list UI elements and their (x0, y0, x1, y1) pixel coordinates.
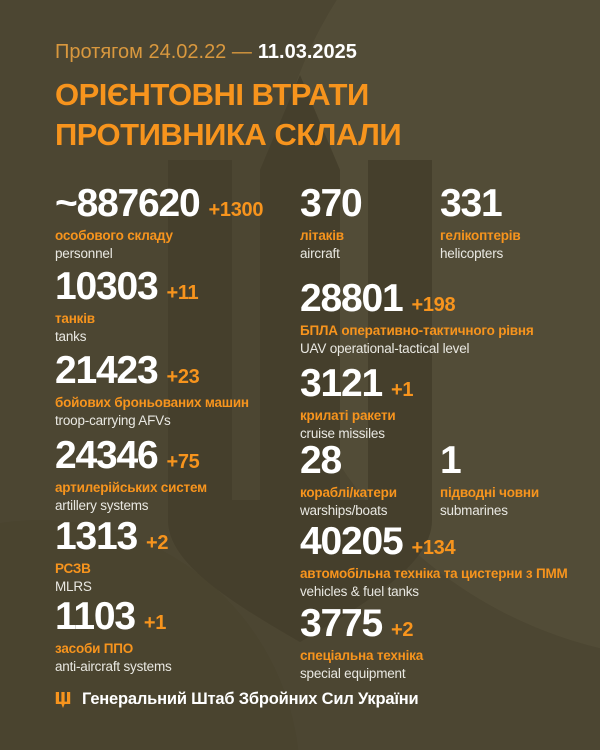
stat-label-en: anti-aircraft systems (55, 659, 172, 674)
stat-delta: +11 (166, 282, 199, 304)
stat-label-en: submarines (440, 503, 508, 518)
stat-value: 40205 (300, 520, 404, 563)
stat-value: 24346 (55, 434, 159, 477)
stat-value: 331 (440, 182, 503, 225)
stat-label-uk: артилерійських систем (55, 480, 207, 495)
stat-label-en: aircraft (300, 246, 340, 261)
stat-label-uk: гелікоптерів (440, 228, 521, 243)
stat-delta: +1 (143, 612, 167, 634)
stat-warships: 28 кораблі/катери warships/boats (300, 440, 435, 520)
trident-icon (55, 691, 71, 708)
stat-label-en: MLRS (55, 579, 92, 594)
stat-vehicles: 40205 +134 автомобільна техніка та цистер… (300, 521, 595, 601)
stat-value: ~887620 (55, 182, 201, 225)
dark-arc-shape (0, 520, 299, 750)
stat-label-uk: танків (55, 311, 95, 326)
stat-label-en: cruise missiles (300, 426, 385, 441)
stat-label-uk: особового складу (55, 228, 173, 243)
stat-delta: +1300 (208, 199, 264, 221)
stat-label-en: UAV operational-tactical level (300, 341, 470, 356)
stat-helicopters: 331 гелікоптерів helicopters (440, 183, 590, 263)
stat-value: 1103 (55, 595, 136, 638)
trident-watermark-icon (168, 75, 432, 642)
stat-label-uk: автомобільна техніка та цистерни з ПММ (300, 566, 568, 581)
stat-label-uk: крилаті ракети (300, 408, 396, 423)
stat-value: 3775 (300, 602, 383, 645)
stat-label-en: artillery systems (55, 498, 149, 513)
stat-value: 28 (300, 439, 342, 482)
stat-uav: 28801 +198 БПЛА оперативно-тактичного рів… (300, 278, 595, 358)
footer: Генеральний Штаб Збройних Сил України (55, 690, 419, 709)
stat-delta: +134 (411, 537, 456, 559)
stat-value: 28801 (300, 277, 404, 320)
period-date: 11.03.2025 (257, 41, 357, 63)
stat-personnel: ~887620 +1300 особового складу personnel (55, 183, 295, 263)
stat-label-en: warships/boats (300, 503, 388, 518)
stat-value: 3121 (300, 362, 383, 405)
stat-label-en: vehicles & fuel tanks (300, 584, 419, 599)
light-arc-shape (270, 0, 600, 649)
page-title: ОРІЄНТОВНІ ВТРАТИ ПРОТИВНИКА СКЛАЛИ (55, 75, 402, 155)
stat-value: 1 (440, 439, 462, 482)
stat-label-uk: кораблі/катери (300, 485, 397, 500)
stat-value: 10303 (55, 265, 159, 308)
stat-anti-aircraft: 1103 +1 засоби ППО anti-aircraft systems (55, 596, 295, 676)
stat-label-uk: літаків (300, 228, 344, 243)
stat-label-en: troop-carrying AFVs (55, 413, 171, 428)
stat-delta: +2 (390, 619, 414, 641)
stat-label-uk: засоби ППО (55, 641, 134, 656)
period-prefix: Протягом 24.02.22 — (55, 41, 252, 63)
stat-label-en: special equipment (300, 666, 406, 681)
stat-label-uk: РСЗВ (55, 561, 91, 576)
stat-mlrs: 1313 +2 РСЗВ MLRS (55, 516, 295, 596)
stat-label-en: tanks (55, 329, 87, 344)
stat-cruise-missiles: 3121 +1 крилаті ракети cruise missiles (300, 363, 595, 443)
stat-value: 1313 (55, 515, 138, 558)
title-line-1: ОРІЄНТОВНІ ВТРАТИ (55, 77, 369, 112)
stat-label-uk: підводні човни (440, 485, 539, 500)
title-line-2: ПРОТИВНИКА СКЛАЛИ (55, 117, 402, 152)
stat-label-uk: бойових броньованих машин (55, 395, 249, 410)
report-period: Протягом 24.02.22 —11.03.2025 (55, 40, 357, 64)
stat-artillery: 24346 +75 артилерійських систем artillery… (55, 435, 295, 515)
stat-tanks: 10303 +11 танків tanks (55, 266, 295, 346)
stat-label-en: personnel (55, 246, 113, 261)
stat-delta: +23 (166, 366, 200, 388)
stat-label-uk: спеціальна техніка (300, 648, 424, 663)
stat-delta: +75 (166, 451, 200, 473)
stat-delta: +198 (411, 294, 456, 316)
stat-label-uk: БПЛА оперативно-тактичного рівня (300, 323, 534, 338)
stat-special-equipment: 3775 +2 спеціальна техніка special equipm… (300, 603, 595, 683)
stat-submarines: 1 підводні човни submarines (440, 440, 590, 520)
stat-label-en: helicopters (440, 246, 504, 261)
stat-delta: +1 (390, 379, 414, 401)
stat-value: 21423 (55, 349, 159, 392)
stat-value: 370 (300, 182, 363, 225)
footer-org-name: Генеральний Штаб Збройних Сил України (82, 690, 419, 708)
stat-aircraft: 370 літаків aircraft (300, 183, 435, 263)
stat-afvs: 21423 +23 бойових броньованих машин troop… (55, 350, 295, 430)
stat-delta: +2 (145, 532, 169, 554)
